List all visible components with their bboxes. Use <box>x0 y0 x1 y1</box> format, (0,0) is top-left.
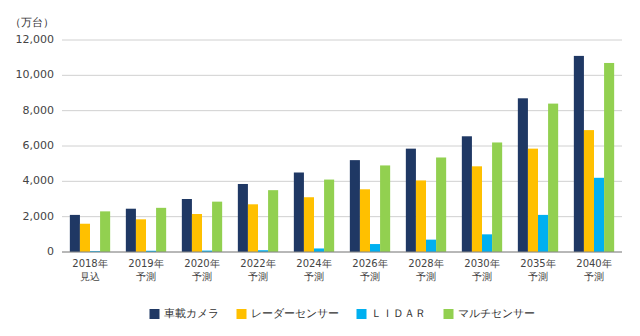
bar <box>462 136 472 252</box>
bars <box>70 56 614 252</box>
x-tick-label: 2018年見込 <box>72 258 107 282</box>
y-tick-label: 4,000 <box>23 174 55 187</box>
x-tick-label: 2019年予測 <box>128 258 163 282</box>
x-tick-label: 2040年予測 <box>576 258 611 282</box>
y-axis-label: （万台） <box>10 16 54 29</box>
y-tick-label: 6,000 <box>23 139 55 152</box>
legend: 車載カメラ レーダーセンサー ＬＩＤＡＲ マルチセンサー <box>150 307 535 320</box>
x-tick-label: 2030年予測 <box>464 258 499 282</box>
grid-line <box>62 146 622 147</box>
bar <box>156 208 166 252</box>
legend-swatch <box>150 309 160 319</box>
legend-item: マルチセンサー <box>444 307 535 320</box>
bar <box>360 189 370 252</box>
bar <box>380 165 390 252</box>
x-tick-label: 2024年予測 <box>296 258 331 282</box>
legend-swatch <box>357 309 367 319</box>
legend-item: レーダーセンサー <box>237 307 339 320</box>
bar <box>370 244 380 252</box>
bar <box>594 178 604 252</box>
x-tick-label: 2035年予測 <box>520 258 555 282</box>
x-axis-line <box>62 252 622 253</box>
legend-label: マルチセンサー <box>458 307 535 320</box>
legend-swatch <box>444 309 454 319</box>
bar <box>238 184 248 252</box>
y-tick-label: 2,000 <box>23 210 55 223</box>
grid-line <box>62 75 622 76</box>
bar <box>406 149 416 252</box>
bar <box>472 166 482 252</box>
bar <box>100 211 110 252</box>
bar <box>80 224 90 252</box>
bar <box>538 215 548 252</box>
bar <box>426 240 436 252</box>
bar <box>182 199 192 252</box>
legend-label: レーダーセンサー <box>251 307 339 320</box>
bar <box>268 190 278 252</box>
bar <box>482 234 492 252</box>
bar <box>574 56 584 252</box>
grid-line <box>62 252 622 253</box>
y-axis: 0 2,000 4,000 6,000 8,000 10,000 12,000 <box>16 33 623 258</box>
bar <box>548 104 558 252</box>
bar <box>324 180 334 252</box>
y-tick-label: 12,000 <box>16 33 55 46</box>
y-tick-label: 8,000 <box>23 104 55 117</box>
bar <box>584 130 594 252</box>
legend-label: 車載カメラ <box>164 307 219 320</box>
legend-item: ＬＩＤＡＲ <box>357 307 426 320</box>
grid-line <box>62 110 622 111</box>
legend-swatch <box>237 309 247 319</box>
y-tick-label: 10,000 <box>16 68 55 81</box>
y-tick-label: 0 <box>47 245 54 258</box>
bar <box>126 209 136 252</box>
bar <box>248 204 258 252</box>
bar <box>416 180 426 252</box>
bar <box>136 219 146 252</box>
x-tick-label: 2026年予測 <box>352 258 387 282</box>
bar <box>192 214 202 252</box>
x-tick-label: 2020年予測 <box>184 258 219 282</box>
bar <box>350 160 360 252</box>
bar <box>294 173 304 253</box>
bar <box>314 248 324 252</box>
x-axis: 2018年見込 2019年予測 2020年予測 2022年予測 2024年予測 2026年… <box>72 258 611 282</box>
grid-line <box>62 40 622 41</box>
bar <box>436 157 446 252</box>
bar <box>70 215 80 252</box>
chart: 0 2,000 4,000 6,000 8,000 10,000 12,000 （万台） 201… <box>0 0 640 336</box>
bar <box>492 142 502 252</box>
legend-label: ＬＩＤＡＲ <box>371 307 426 320</box>
bar <box>212 202 222 252</box>
legend-item: 車載カメラ <box>150 307 219 320</box>
bar <box>604 63 614 252</box>
x-tick-label: 2022年予測 <box>240 258 275 282</box>
bar <box>528 149 538 252</box>
bar <box>518 98 528 252</box>
x-tick-label: 2028年予測 <box>408 258 443 282</box>
bar <box>304 197 314 252</box>
